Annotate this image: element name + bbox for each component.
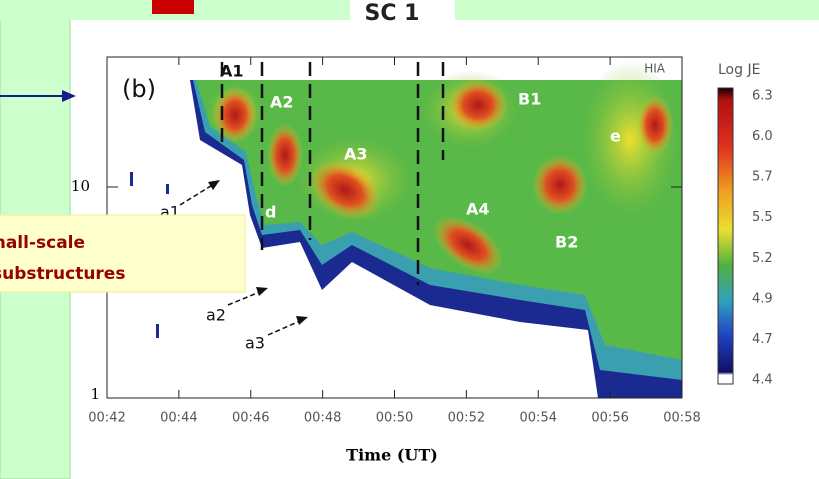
pointer-arrow-head (62, 90, 76, 102)
region-label: B1 (518, 90, 541, 109)
note-text: substructures (0, 264, 125, 284)
event-label: a2 (206, 306, 226, 325)
colorbar (717, 87, 734, 385)
region-label: A2 (270, 93, 294, 112)
region-label: A4 (466, 200, 490, 219)
spectrogram (130, 60, 682, 398)
region-label: d (265, 203, 276, 222)
x-tick-label: 00:58 (663, 411, 700, 426)
y-tick-label: 1 (90, 385, 100, 403)
title-mark (152, 0, 194, 14)
event-arrows (179, 183, 303, 336)
y-tick-label: 10 (71, 177, 90, 195)
note-text: small-scale (0, 233, 85, 253)
annotations: A1 A2 A3 A4 B1 B2 d e (220, 62, 621, 252)
arrow-heads (208, 180, 308, 325)
note-box (0, 214, 246, 293)
instrument: HIA (644, 62, 666, 76)
region-label: A1 (220, 62, 244, 81)
top-strip (455, 0, 819, 20)
x-tick-label: 00:52 (448, 411, 485, 426)
dashed-lines (220, 62, 445, 285)
colorbar-tick-label: 4.9 (752, 291, 773, 306)
event-label: a3 (245, 334, 265, 353)
x-tick-label: 00:42 (88, 411, 125, 426)
colorbar-title: Log JE (718, 62, 760, 78)
colorbar-tick-label: 4.7 (752, 332, 773, 347)
title: SC 1 (365, 1, 420, 26)
colorbar-tick-label: 5.7 (752, 170, 773, 185)
colorbar-tick-label: 6.3 (752, 89, 773, 104)
colorbar-tick-label: 4.4 (752, 373, 773, 388)
panel-label: (b) (122, 75, 156, 103)
x-tick-label: 00:50 (376, 411, 413, 426)
region-label: B2 (555, 233, 578, 252)
colorbar-tick-label: 5.2 (752, 251, 773, 266)
x-tick-label: 00:54 (520, 411, 557, 426)
x-tick-label: 00:44 (160, 411, 197, 426)
region-label: A3 (344, 145, 368, 164)
colorbar-tick-label: 5.5 (752, 210, 773, 225)
region-label: e (610, 127, 621, 146)
x-tick-label: 00:56 (591, 411, 628, 426)
colorbar-tick-label: 6.0 (752, 129, 773, 144)
x-axis-label: Time (UT) (346, 446, 438, 465)
x-tick-label: 00:46 (232, 411, 269, 426)
x-tick-label: 00:48 (304, 411, 341, 426)
